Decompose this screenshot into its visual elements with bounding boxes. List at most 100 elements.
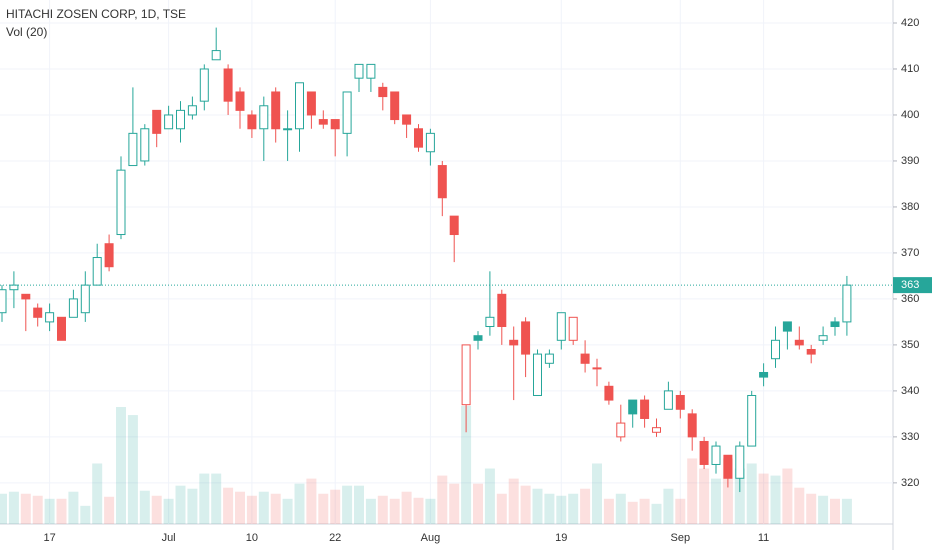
volume-bar <box>746 463 757 524</box>
candle-body <box>176 109 185 130</box>
volume-bar <box>615 493 626 524</box>
candle-body <box>354 63 364 79</box>
volume-bar <box>639 498 650 524</box>
volume-bar <box>770 475 781 524</box>
volume-bar <box>282 498 293 524</box>
volume-bar <box>711 478 721 524</box>
candle-body <box>580 353 590 364</box>
candle-body <box>187 105 197 116</box>
candle-body <box>164 114 174 130</box>
volume-bar <box>603 498 614 524</box>
candle-body <box>640 399 650 419</box>
volume-bar <box>330 489 341 524</box>
volume-bar <box>580 488 591 524</box>
candle-body <box>616 422 626 438</box>
volume-bar <box>568 493 579 524</box>
y-tick-label: 350 <box>901 339 919 351</box>
volume-bar <box>627 501 638 524</box>
candle-body <box>568 316 578 341</box>
volume-bar <box>342 485 353 524</box>
candle-body <box>794 339 804 346</box>
candle-body <box>283 128 293 131</box>
candle-body <box>544 353 554 364</box>
volume-bar <box>151 495 162 524</box>
candle-body <box>342 91 352 134</box>
volume-bar <box>0 493 7 524</box>
candle-body <box>378 86 388 98</box>
candle-body <box>104 243 114 268</box>
volume-bar <box>484 468 495 524</box>
volume-bar <box>520 485 531 524</box>
candle-body <box>330 119 340 130</box>
candle-body <box>295 82 304 130</box>
volume-bar <box>116 407 126 524</box>
volume-bar <box>556 495 567 524</box>
volume-bar <box>461 406 472 524</box>
volume-bar <box>592 463 602 524</box>
x-tick-label: Jul <box>162 532 176 544</box>
candle-body <box>21 293 31 300</box>
volume-bar <box>223 487 234 524</box>
candle-body <box>259 105 269 130</box>
volume-bar <box>449 483 460 524</box>
candle-body <box>604 385 614 401</box>
volume-bar <box>294 483 305 524</box>
volume-bar <box>258 491 269 524</box>
candle-body <box>473 335 483 341</box>
y-tick-label: 360 <box>901 293 919 305</box>
volume-bar <box>389 498 400 524</box>
candle-body <box>366 63 376 79</box>
candle-body <box>390 91 400 121</box>
volume-bar <box>496 493 507 524</box>
candle-body <box>675 394 685 410</box>
candle-body <box>771 339 780 360</box>
candle-body <box>628 399 638 415</box>
candle-body <box>759 371 769 378</box>
volume-bar <box>235 491 245 524</box>
candle-body <box>223 68 233 102</box>
x-tick-label: 11 <box>758 532 769 544</box>
candle-body <box>556 312 566 341</box>
volume-bar <box>782 468 793 524</box>
candle-body <box>663 390 673 410</box>
volume-bar <box>68 491 79 524</box>
candle-body <box>306 91 316 116</box>
candle-body <box>318 119 328 125</box>
volume-bar <box>8 491 19 524</box>
candle-body <box>711 445 721 465</box>
volume-bar <box>841 498 852 524</box>
candle-body <box>116 169 126 236</box>
candle-body <box>699 440 709 465</box>
volume-bar <box>473 483 483 524</box>
y-tick-label: 400 <box>901 109 919 121</box>
last-price-tag <box>893 277 932 294</box>
volume-bar <box>377 495 388 524</box>
volume-bar <box>104 496 115 524</box>
volume-bar <box>175 485 186 524</box>
candle-body <box>723 454 733 479</box>
volume-bar <box>199 473 210 524</box>
volume-bar <box>413 497 424 524</box>
volume-bar <box>80 505 91 524</box>
volume-bar <box>758 473 769 524</box>
volume-bar <box>532 488 543 524</box>
volume-bar <box>687 458 698 524</box>
candle-body <box>437 165 447 199</box>
y-tick-label: 340 <box>901 385 919 397</box>
candle-body <box>92 257 102 286</box>
x-tick-label: Sep <box>671 532 691 544</box>
candle-body <box>80 284 90 314</box>
candle-body <box>497 293 507 328</box>
candle-body <box>485 316 495 328</box>
candle-body <box>509 339 519 346</box>
volume-bar <box>830 498 840 524</box>
candle-body <box>521 321 531 355</box>
volume-bar <box>722 458 733 524</box>
volume-bar <box>92 463 103 524</box>
volume-bar <box>734 468 745 524</box>
candle-body <box>152 109 162 134</box>
volume-bar <box>211 473 222 524</box>
candle-body <box>247 114 257 130</box>
